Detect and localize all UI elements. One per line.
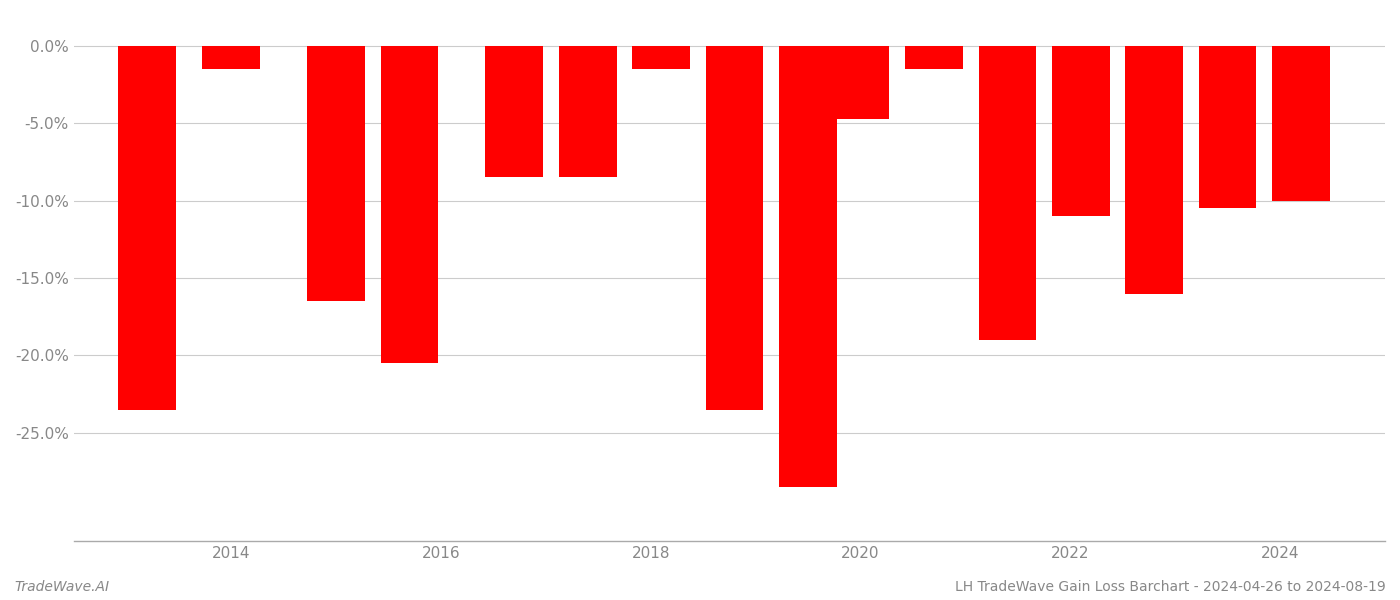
Bar (307, 46, 365, 301)
Bar (904, 46, 963, 69)
Bar (486, 46, 543, 178)
Bar (119, 46, 176, 410)
Bar (559, 46, 616, 178)
Bar (1273, 46, 1330, 200)
Bar (1198, 46, 1256, 208)
Bar (633, 46, 690, 69)
Text: LH TradeWave Gain Loss Barchart - 2024-04-26 to 2024-08-19: LH TradeWave Gain Loss Barchart - 2024-0… (955, 580, 1386, 594)
Bar (979, 46, 1036, 340)
Bar (706, 46, 763, 410)
Bar (381, 46, 438, 363)
Bar (832, 46, 889, 119)
Bar (202, 46, 260, 69)
Bar (1126, 46, 1183, 293)
Text: TradeWave.AI: TradeWave.AI (14, 580, 109, 594)
Bar (780, 46, 837, 487)
Bar (1051, 46, 1110, 216)
